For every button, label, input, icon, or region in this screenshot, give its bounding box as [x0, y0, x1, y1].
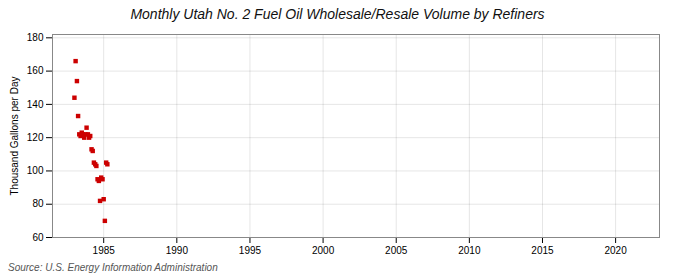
svg-text:1995: 1995: [239, 245, 262, 256]
svg-text:60: 60: [32, 232, 44, 243]
svg-text:2005: 2005: [385, 245, 408, 256]
svg-text:160: 160: [27, 65, 44, 76]
svg-text:180: 180: [27, 32, 44, 43]
svg-text:2000: 2000: [312, 245, 335, 256]
svg-text:2020: 2020: [604, 245, 627, 256]
html-text:Source: U.S. Energy Informatio: Source: U.S. Energy Information Administ…: [8, 262, 218, 273]
svg-text:100: 100: [27, 165, 44, 176]
svg-text:2010: 2010: [458, 245, 481, 256]
svg-text:1985: 1985: [93, 245, 116, 256]
svg-text:80: 80: [32, 198, 44, 209]
svg-text:1990: 1990: [166, 245, 189, 256]
svg-text:140: 140: [27, 99, 44, 110]
html-text:Monthly Utah No. 2 Fuel Oil Wh: Monthly Utah No. 2 Fuel Oil Wholesale/Re…: [130, 6, 545, 22]
svg-text:Thousand Gallons per Day: Thousand Gallons per Day: [9, 77, 20, 196]
svg-text:120: 120: [27, 132, 44, 143]
svg-text:2015: 2015: [531, 245, 554, 256]
